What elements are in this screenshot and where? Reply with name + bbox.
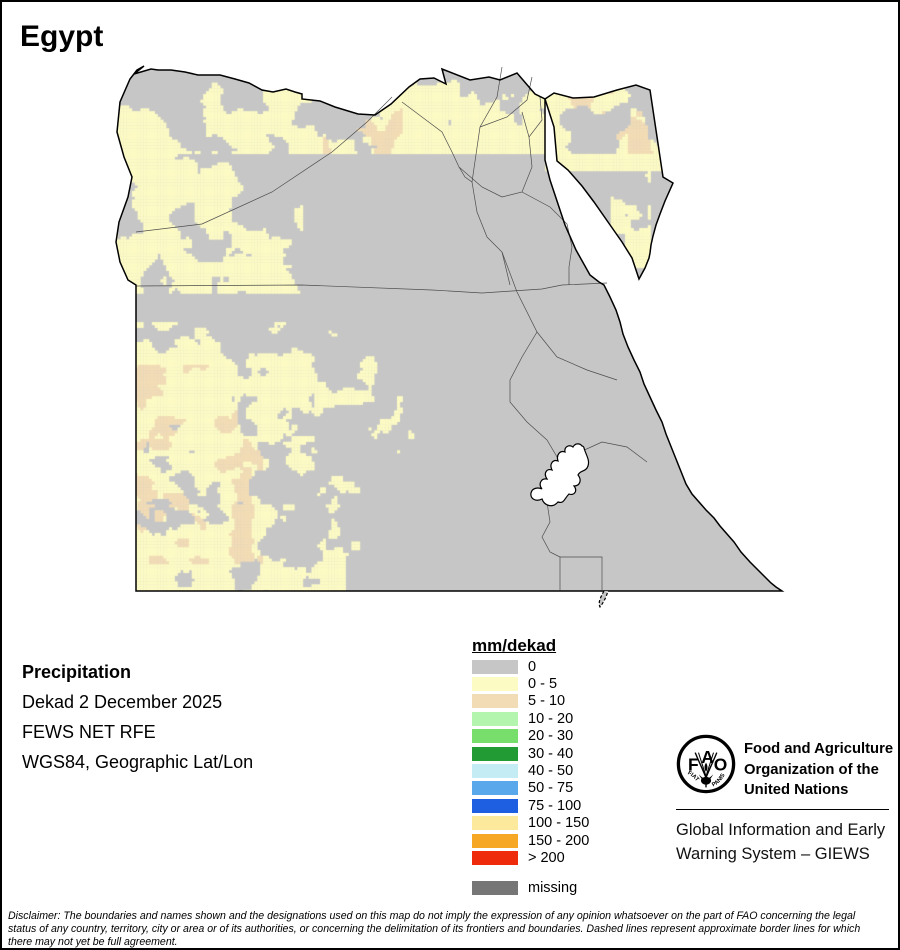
svg-text:O: O: [714, 755, 728, 775]
